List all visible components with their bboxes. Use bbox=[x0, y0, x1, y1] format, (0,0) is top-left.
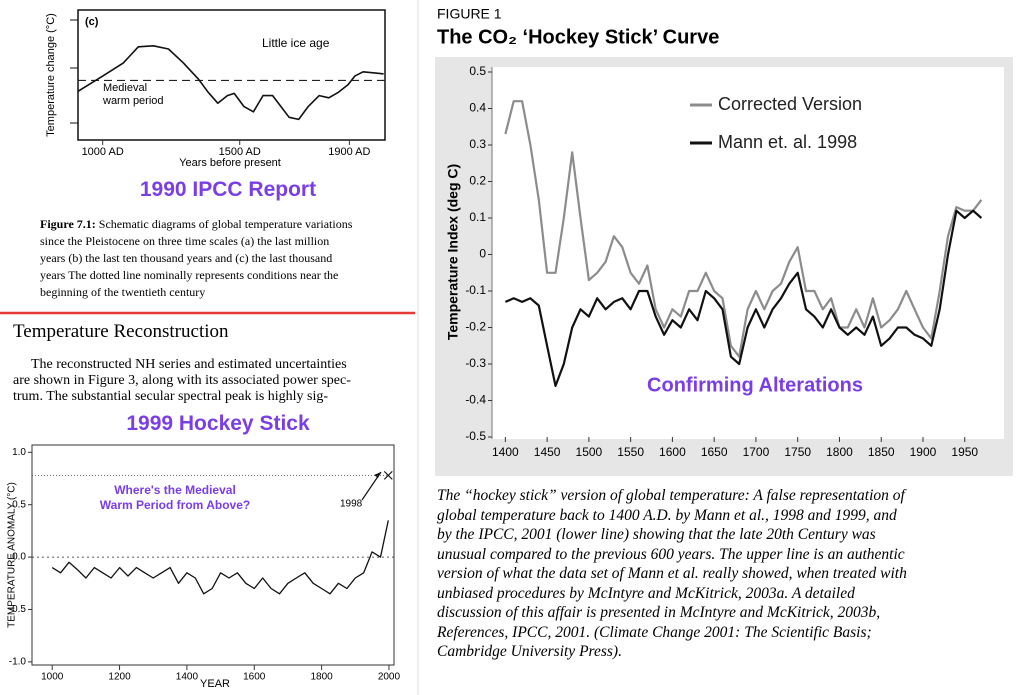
x-tick-label: 1800 bbox=[310, 672, 333, 683]
x-tick-label: 1500 bbox=[576, 445, 603, 459]
y-tick-label: 0.3 bbox=[469, 137, 486, 151]
caption-line: Schematic diagrams of global temperature… bbox=[98, 217, 353, 231]
doc-heading: Temperature Reconstruction bbox=[13, 321, 229, 342]
caption-line: years The dotted line nominally represen… bbox=[40, 268, 339, 282]
x-tick-label: 1450 bbox=[534, 445, 561, 459]
frame bbox=[77, 9, 386, 141]
y-tick-label: -0.1 bbox=[465, 283, 486, 297]
legend-label: Corrected Version bbox=[718, 94, 862, 114]
y-tick-label: -0.3 bbox=[465, 356, 486, 370]
x-tick-label: 1600 bbox=[659, 445, 686, 459]
x-tick-label: 1900 AD bbox=[328, 146, 370, 158]
y-tick-label: 0.4 bbox=[469, 101, 486, 115]
annotation: Where's the Medieval bbox=[114, 483, 236, 497]
data-line bbox=[77, 45, 384, 121]
caption-line: discussion of this affair is presented i… bbox=[437, 604, 881, 621]
x-tick-label: 1000 AD bbox=[82, 146, 124, 158]
x-tick-label: 1650 bbox=[701, 445, 728, 459]
panel-label: (c) bbox=[85, 16, 99, 28]
x-tick-label: 1000 bbox=[41, 672, 64, 683]
x-tick-label: 1400 bbox=[492, 445, 519, 459]
annotation: warm period bbox=[102, 95, 164, 107]
y-tick-label: 0 bbox=[479, 247, 486, 261]
marker-label: 1998 bbox=[340, 499, 363, 510]
y-tick-label: 0.2 bbox=[469, 174, 486, 188]
x-tick-label: 1800 bbox=[826, 445, 853, 459]
caption-line: by the IPCC, 2001 (lower line) showing t… bbox=[437, 526, 876, 543]
chart-title: The CO₂ ‘Hockey Stick’ Curve bbox=[437, 26, 719, 48]
caption-line: years (b) the last ten thousand years an… bbox=[40, 251, 333, 265]
x-tick-label: 1700 bbox=[743, 445, 770, 459]
y-tick-label: -0.5 bbox=[465, 429, 486, 443]
doc-text: The reconstructed NH series and estimate… bbox=[13, 357, 351, 405]
header: 1999 Hockey Stick bbox=[126, 412, 310, 435]
header: 1990 IPCC Report bbox=[139, 178, 317, 201]
y-tick-label: -0.4 bbox=[465, 393, 486, 407]
caption-line: unusual compared to the previous 600 yea… bbox=[437, 545, 905, 563]
x-tick-label: 1750 bbox=[784, 445, 811, 459]
y-axis-label: Temperature change (°C) bbox=[45, 13, 57, 137]
x-axis-label: Years before present bbox=[179, 157, 281, 169]
x-axis-label: YEAR bbox=[200, 678, 230, 690]
caption-line: beginning of the twentieth century bbox=[40, 285, 206, 299]
marker bbox=[383, 470, 393, 480]
y-tick-label: 0.1 bbox=[469, 210, 486, 224]
caption: Figure 7.1: Schematic diagrams of global… bbox=[40, 216, 352, 301]
y-axis-label: Temperature Index (deg C) bbox=[445, 164, 461, 340]
x-tick-label: 1550 bbox=[617, 445, 644, 459]
caption-label: Figure 7.1: bbox=[40, 217, 96, 231]
caption-line: References, IPCC, 2001. (Climate Change … bbox=[437, 623, 872, 641]
figure-label: FIGURE 1 bbox=[437, 6, 502, 22]
y-tick-label: 0.5 bbox=[12, 499, 26, 510]
caption-line: since the Pleistocene on three time scal… bbox=[40, 234, 330, 248]
plot-area bbox=[492, 67, 1004, 439]
y-tick-label: -0.5 bbox=[9, 604, 27, 615]
doc-line: trum. The substantial secular spectral p… bbox=[13, 389, 329, 404]
y-tick-label: -1.0 bbox=[9, 656, 27, 667]
y-tick-label: 1.0 bbox=[12, 447, 26, 458]
x-tick-label: 2000 bbox=[378, 672, 401, 683]
data-line bbox=[504, 100, 983, 358]
caption-line: unbiased procedures by McIntyre and McKi… bbox=[437, 584, 855, 602]
annotation: Medieval bbox=[103, 82, 147, 94]
data-line bbox=[504, 209, 983, 387]
x-tick-label: 1950 bbox=[951, 445, 978, 459]
caption-line: Cambridge University Press). bbox=[437, 643, 622, 660]
legend-label: Mann et. al. 1998 bbox=[718, 132, 857, 152]
caption: The “hockey stick” version of global tem… bbox=[437, 486, 907, 662]
annotation: Little ice age bbox=[262, 36, 330, 50]
x-tick-label: 1850 bbox=[868, 445, 895, 459]
y-tick-label: 0.0 bbox=[12, 552, 26, 563]
caption-line: The “hockey stick” version of global tem… bbox=[437, 487, 905, 504]
doc-line: The reconstructed NH series and estimate… bbox=[31, 357, 347, 372]
frame bbox=[31, 444, 395, 666]
x-tick-label: 1200 bbox=[108, 672, 131, 683]
x-tick-label: 1900 bbox=[910, 445, 937, 459]
annotation: Confirming Alterations bbox=[647, 374, 863, 396]
y-tick-label: 0.5 bbox=[469, 64, 486, 78]
y-tick-label: -0.2 bbox=[465, 320, 486, 334]
doc-line: are shown in Figure 3, along with its as… bbox=[13, 373, 351, 388]
x-tick-label: 1500 AD bbox=[219, 146, 261, 158]
x-tick-label: 1400 bbox=[176, 672, 199, 683]
y-axis-label: TEMPERATURE ANOMALY (°C) bbox=[7, 482, 18, 628]
data-line bbox=[51, 520, 389, 595]
annotation: Warm Period from Above? bbox=[100, 498, 250, 512]
caption-line: version of what the data set of Mann et … bbox=[437, 565, 907, 582]
x-tick-label: 1600 bbox=[243, 672, 266, 683]
caption-line: global temperature back to 1400 A.D. by … bbox=[437, 506, 897, 524]
